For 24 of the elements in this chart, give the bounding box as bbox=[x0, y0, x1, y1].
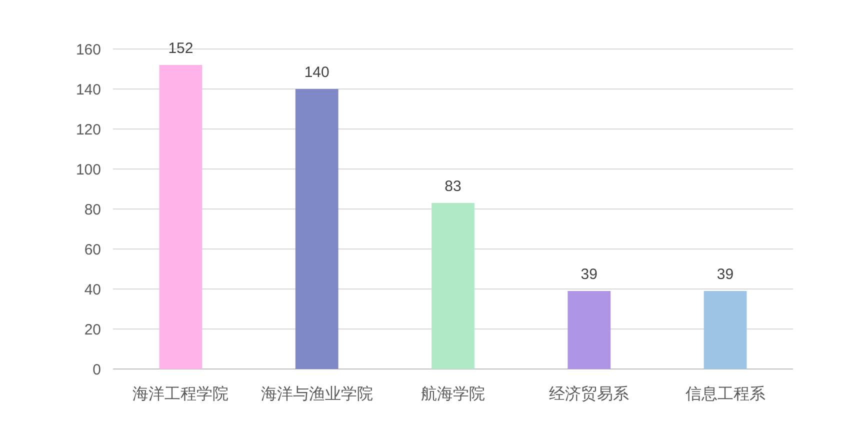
y-tick-label: 100 bbox=[76, 161, 101, 178]
x-tick-label: 海洋与渔业学院 bbox=[260, 385, 373, 403]
y-tick-label: 0 bbox=[92, 361, 101, 378]
data-label: 140 bbox=[304, 64, 330, 81]
bar bbox=[704, 291, 747, 369]
y-tick-label: 20 bbox=[84, 321, 101, 338]
y-tick-label: 80 bbox=[84, 201, 101, 218]
x-tick-label: 海洋工程学院 bbox=[132, 385, 229, 403]
y-tick-label: 60 bbox=[84, 241, 101, 258]
bar bbox=[159, 65, 202, 369]
y-tick-label: 140 bbox=[76, 81, 101, 98]
y-tick-label: 40 bbox=[84, 281, 101, 298]
x-tick-label: 信息工程系 bbox=[685, 385, 766, 403]
y-tick-label: 120 bbox=[76, 121, 101, 138]
data-label: 83 bbox=[444, 178, 462, 195]
data-label: 39 bbox=[580, 266, 598, 283]
x-tick-label: 经济贸易系 bbox=[549, 385, 630, 403]
y-tick-label: 160 bbox=[76, 41, 101, 58]
data-label: 39 bbox=[716, 266, 734, 283]
bar bbox=[432, 203, 474, 369]
bar bbox=[568, 291, 611, 369]
data-label: 152 bbox=[168, 40, 194, 57]
x-tick-label: 航海学院 bbox=[421, 385, 485, 403]
bar bbox=[295, 89, 338, 369]
